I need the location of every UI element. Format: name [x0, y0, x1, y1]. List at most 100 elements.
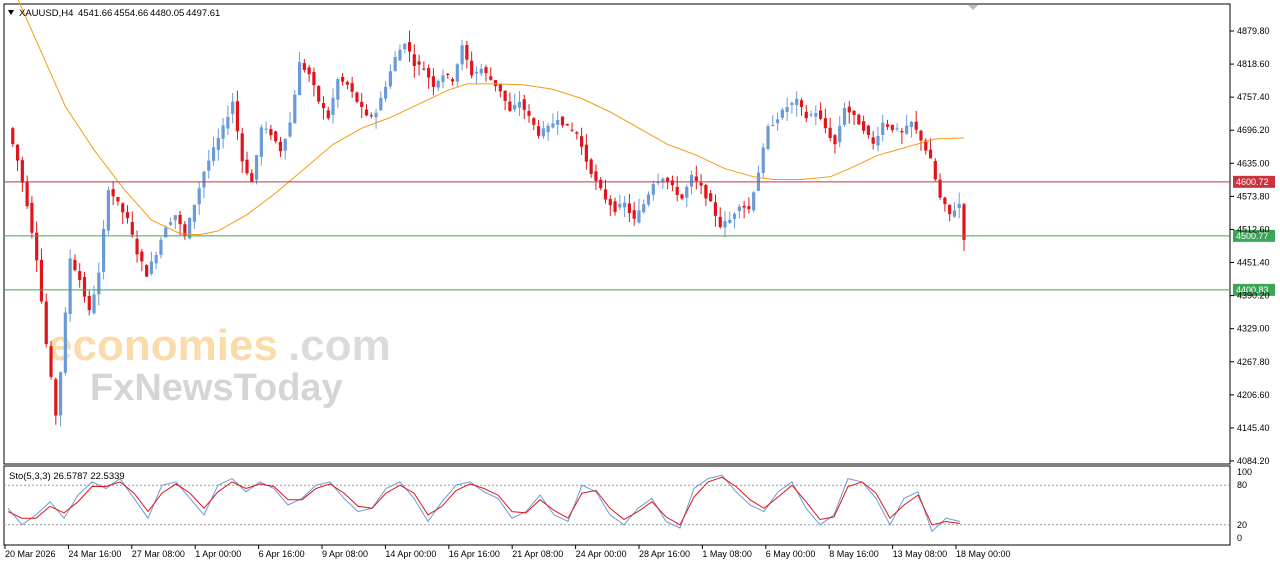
candle-body [795, 98, 799, 106]
candle-body [885, 124, 890, 127]
candle-body [278, 141, 283, 152]
candle-body [747, 206, 751, 210]
candle-body [297, 62, 302, 96]
candle-body [202, 171, 206, 188]
candle-body [388, 71, 392, 87]
candle-body [302, 63, 306, 70]
candle-body [627, 203, 631, 214]
time-tick-label: 8 May 16:00 [829, 549, 879, 559]
candle-body [35, 232, 39, 261]
candle-body [73, 259, 77, 271]
candle-body [58, 372, 63, 416]
candle-body [646, 194, 651, 205]
candle-body [775, 119, 780, 124]
candle-body [732, 213, 737, 219]
candle-body [589, 159, 593, 175]
time-tick-label: 24 Apr 00:00 [576, 549, 627, 559]
candle-body [737, 206, 741, 212]
candle-body [584, 144, 588, 162]
time-tick-label: 6 Apr 16:00 [259, 549, 305, 559]
candle-body [532, 118, 536, 125]
candle-body [235, 101, 240, 132]
candle-body [283, 138, 287, 151]
candle-body [527, 111, 531, 116]
candle-body [618, 203, 622, 208]
candle-body [742, 205, 746, 208]
candle-body [546, 125, 550, 133]
candle-body [761, 147, 765, 173]
time-tick-label: 24 Mar 16:00 [68, 549, 121, 559]
candle-body [804, 111, 808, 119]
candle-body [570, 129, 574, 131]
candle-body [274, 131, 278, 142]
candle-body [594, 171, 598, 181]
time-tick-label: 20 Mar 2026 [5, 549, 56, 559]
candle-body [345, 81, 349, 85]
candle-body [694, 176, 698, 181]
candle-body [517, 101, 522, 108]
stochastic-lines: 100 80 20 0 [4, 467, 1252, 543]
price-axis[interactable]: 4879.80 4818.60 4757.40 4696.20 4635.00 4573.… [1230, 26, 1270, 466]
candle-body [713, 202, 718, 216]
candle-body [895, 128, 899, 130]
candle-body [957, 203, 961, 208]
candle-body [149, 261, 153, 274]
candle-body [580, 136, 584, 147]
candle-body [656, 181, 660, 184]
candle-body [121, 203, 125, 213]
ohlc-close: 4497.61 [186, 8, 220, 19]
ohlc-low: 4480.05 [150, 8, 184, 19]
candle-body [474, 71, 479, 74]
price-tick-label: 4757.40 [1237, 92, 1270, 102]
time-tick-label: 16 Apr 16:00 [449, 549, 500, 559]
candle-body [661, 178, 665, 182]
candle-body [833, 135, 837, 145]
candle-body [97, 272, 101, 295]
candle-body [288, 122, 292, 137]
candle-body [460, 45, 464, 65]
candle-body [670, 180, 675, 186]
candle-body [125, 212, 130, 219]
price-tick-label: 4206.60 [1237, 390, 1270, 400]
candle-body [637, 210, 641, 223]
stoch-tick-label: 20 [1237, 520, 1247, 530]
main-panel[interactable] [3, 3, 1231, 465]
candle-body [685, 186, 689, 198]
candle-body [943, 197, 947, 205]
time-axis[interactable]: 20 Mar 2026 24 Mar 16:00 27 Mar 08:00 1 Apr… [4, 545, 1011, 559]
stoch-tick-label: 100 [1237, 467, 1252, 477]
price-tick-label: 4696.20 [1237, 125, 1270, 135]
candle-body [154, 254, 158, 264]
candle-body [92, 294, 96, 314]
candle-body [771, 125, 775, 127]
candle-body [642, 204, 646, 213]
candle-body [493, 80, 498, 87]
candle-body [183, 224, 187, 236]
candle-body [905, 125, 909, 134]
candle-body [909, 121, 914, 128]
stochastic-panel[interactable] [3, 465, 1231, 546]
candle-body [254, 155, 259, 180]
price-tick-label: 4573.80 [1237, 191, 1270, 201]
candle-body [575, 132, 579, 134]
candle-body [819, 110, 823, 119]
time-tick-label: 1 May 08:00 [702, 549, 752, 559]
scroll-marker-icon[interactable] [968, 5, 978, 10]
candle-body [441, 75, 445, 82]
candle-body [503, 90, 507, 101]
candle-body [900, 131, 904, 133]
price-tick-label: 4267.80 [1237, 357, 1270, 367]
chart-menu-icon[interactable] [8, 10, 14, 15]
candle-body [862, 121, 866, 131]
candle-body [379, 97, 383, 111]
candle-body [422, 68, 426, 70]
candle-body [130, 222, 134, 235]
candle-body [355, 92, 359, 102]
time-tick-label: 21 Apr 08:00 [512, 549, 563, 559]
candle-body [780, 109, 784, 118]
candle-body [699, 182, 703, 186]
candle-body [192, 204, 197, 222]
candle-body [240, 133, 244, 162]
candle-body [63, 312, 67, 373]
